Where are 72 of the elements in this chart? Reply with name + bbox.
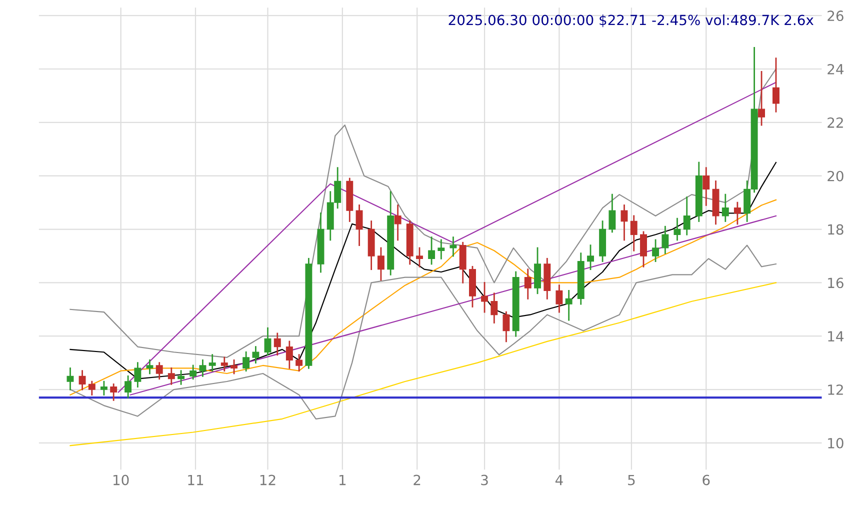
y-tick-label: 26 — [828, 10, 844, 22]
candlestick — [88, 380, 96, 396]
candlestick — [274, 332, 281, 356]
candlestick — [450, 236, 457, 257]
candlestick — [556, 284, 563, 313]
candlestick — [134, 362, 142, 388]
candlestick — [758, 70, 766, 126]
candlestick — [481, 282, 488, 313]
x-tick-label: 11 — [188, 474, 204, 486]
candlestick — [66, 367, 74, 390]
candlestick — [630, 215, 638, 252]
candlestick — [124, 375, 132, 398]
candlestick — [208, 354, 216, 372]
candlestick — [264, 327, 272, 356]
x-tick-label: 12 — [260, 474, 276, 486]
candlestick — [490, 292, 498, 324]
x-tick-label: 2 — [414, 474, 420, 486]
candlestick — [428, 236, 436, 265]
line-series — [70, 68, 777, 358]
candlestick — [438, 239, 445, 260]
line-series — [70, 199, 777, 396]
candlestick — [620, 204, 628, 241]
candlestick — [242, 351, 250, 372]
candlestick — [199, 359, 206, 377]
x-tick-label: 3 — [481, 474, 488, 486]
candlestick — [674, 218, 681, 241]
candlestick — [608, 194, 616, 233]
x-tick-label: 6 — [702, 474, 710, 486]
candlestick — [722, 194, 729, 222]
candlestick — [416, 247, 423, 268]
candlestick — [110, 383, 118, 401]
candlestick — [565, 290, 572, 321]
y-tick-label: 12 — [828, 384, 843, 395]
candlestick — [683, 196, 690, 236]
candlestick — [178, 370, 185, 385]
x-tick-label: 4 — [555, 474, 563, 486]
candlestick — [652, 239, 660, 262]
candlestick — [662, 226, 669, 254]
candlestick — [252, 346, 260, 364]
y-tick-label: 20 — [828, 170, 844, 182]
candlestick — [146, 359, 154, 374]
candlestick — [230, 359, 238, 374]
y-tick-label: 16 — [828, 278, 844, 288]
candlestick — [78, 370, 86, 390]
x-tick-label: 10 — [114, 474, 129, 486]
candlestick — [734, 202, 741, 225]
x-tick-label: 1 — [340, 474, 346, 486]
candlestick — [772, 58, 780, 112]
candlestick — [356, 204, 363, 246]
line-series — [70, 244, 777, 420]
y-tick-label: 14 — [828, 331, 844, 342]
candlestick — [502, 311, 510, 342]
candlestick — [394, 204, 402, 241]
chart-title: 2025.06.30 00:00:00 $22.71 -2.45% vol:489.7K 2.6x — [448, 14, 814, 28]
candlestick — [296, 354, 303, 372]
candlestick — [100, 380, 108, 396]
x-tick-label: 5 — [628, 474, 635, 486]
candlestick — [702, 167, 710, 206]
candlestick — [220, 356, 228, 372]
candlestick — [377, 247, 384, 281]
candlestick — [190, 364, 197, 380]
candlestick — [640, 231, 647, 268]
y-tick-label: 22 — [828, 117, 843, 128]
candlestick — [286, 340, 293, 369]
y-tick-label: 10 — [828, 438, 844, 448]
line-series — [70, 282, 777, 446]
candlestick — [168, 367, 175, 385]
candlestick — [587, 244, 594, 270]
y-tick-label: 18 — [828, 224, 844, 235]
y-tick-label: 24 — [828, 64, 844, 74]
candlestick — [156, 362, 163, 380]
candlestick — [524, 268, 532, 300]
